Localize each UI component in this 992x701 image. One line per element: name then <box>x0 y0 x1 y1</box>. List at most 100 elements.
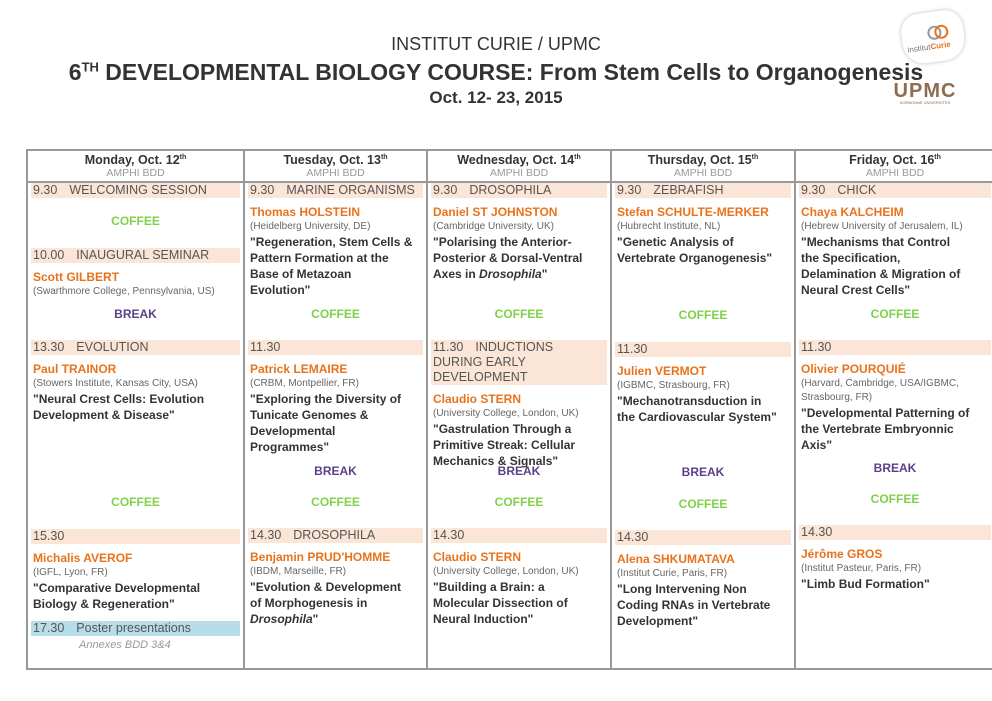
session-block: 10.00 INAUGURAL SEMINAR Scott GILBERT (Swar… <box>31 248 240 299</box>
room-label: AMPHI BDD <box>306 167 365 179</box>
session-time: 11.30 <box>433 340 464 354</box>
talk-title: "Regeneration, Stem Cells & Pattern Forma… <box>248 234 423 298</box>
coffee-block: COFFEE <box>615 497 791 511</box>
session-time-band: 9.30 WELCOMING SESSION <box>31 183 240 198</box>
session-block: 11.30 INDUCTIONS DURING EARLY DEVELOPMENT… <box>431 340 607 469</box>
room-label: AMPHI BDD <box>106 167 165 179</box>
talk-title-line: "Neural Crest Cells: Evolution <box>33 391 240 407</box>
session-time-band: 9.30 ZEBRAFISH <box>615 183 791 198</box>
talk-title-segment: Evolution" <box>250 283 311 297</box>
talk-title-segment: Tunicate Genomes & <box>250 408 369 422</box>
session-time-band: 11.30 <box>615 342 791 357</box>
talk-title-segment: Pattern Formation at the <box>250 251 389 265</box>
talk-title-line: "Long Intervening Non <box>617 581 791 597</box>
speaker-affiliation: (CRBM, Montpellier, FR) <box>250 378 359 389</box>
session-time-band: 9.30 CHICK <box>799 183 991 198</box>
talk-title-line: "Evolution & Development <box>250 579 423 595</box>
talk-title-line: "Comparative Developmental <box>33 580 240 596</box>
day-name: Friday, Oct. 16th <box>796 153 992 167</box>
talk-title-line: Coding RNAs in Vertebrate <box>617 597 791 613</box>
talk-title: "Gastrulation Through a Primitive Streak:… <box>431 421 607 469</box>
session-time: 11.30 <box>617 342 648 356</box>
coffee-break-label: COFFEE <box>678 497 728 511</box>
talk-title: "Evolution & Development of Morphogenesis… <box>248 579 423 627</box>
coffee-block: COFFEE <box>615 308 791 322</box>
session-time: 14.30 <box>617 530 649 544</box>
session-time-band: 10.00 INAUGURAL SEMINAR <box>31 248 240 263</box>
session-topic: MARINE ORGANISMS <box>286 183 415 197</box>
session-time-band: 11.30 <box>799 340 991 355</box>
talk-title-line: Mechanics & Signals" <box>433 453 607 469</box>
session-topic: Poster presentations <box>76 621 191 635</box>
coffee-block: COFFEE <box>31 214 240 228</box>
talk-title: "Limb Bud Formation" <box>799 576 991 592</box>
session-time-band: 17.30 Poster presentations <box>31 621 240 636</box>
session-topic: DROSOPHILA <box>293 528 376 542</box>
talk-title: "Developmental Patterning of the Vertebra… <box>799 405 991 453</box>
talk-title-line: "Exploring the Diversity of <box>250 391 423 407</box>
talk-title-line: Molecular Dissection of <box>433 595 607 611</box>
talk-title-segment: Biology & Regeneration" <box>33 597 175 611</box>
session-time-band: 9.30 MARINE ORGANISMS <box>248 183 423 198</box>
session-time: 15.30 <box>33 529 65 543</box>
day-label: Wednesday, Oct. 14 <box>457 153 575 167</box>
talk-title-segment: Development" <box>617 614 699 628</box>
session-time: 9.30 <box>250 183 275 197</box>
upmc-logo-text: UPMC <box>893 80 957 102</box>
speaker-affiliation: (Stowers Institute, Kansas City, USA) <box>33 378 198 389</box>
session-time-band: 14.30 <box>615 530 791 545</box>
talk-title-segment: "Evolution & Development <box>250 580 402 594</box>
talk-title-line: the Vertebrate Embryonnic <box>801 421 991 437</box>
talk-title: "Mechanotransduction in the Cardiovascula… <box>615 393 791 425</box>
talk-title-segment: Programmes" <box>250 440 330 454</box>
coffee-block: COFFEE <box>248 307 423 321</box>
coffee-break-label: COFFEE <box>111 214 160 228</box>
talk-title: "Building a Brain: a Molecular Dissection… <box>431 579 607 627</box>
talk-title-segment: "Polarising the Anterior- <box>433 235 572 249</box>
speaker-affiliation: (Hubrecht Institute, NL) <box>617 221 721 232</box>
speaker-affiliation: (Cambridge University, UK) <box>433 221 554 232</box>
talk-title-segment: "Gastrulation Through a <box>433 422 572 436</box>
session-block: 11.30 Julien VERMOT (IGBMC, Strasbourg, FR… <box>615 342 791 425</box>
session-time: 9.30 <box>33 183 58 197</box>
day-header: Tuesday, Oct. 13th AMPHI BDD <box>245 151 426 183</box>
speaker-affiliation: (Institut Pasteur, Paris, FR) <box>801 563 922 574</box>
talk-title-segment: Developmental <box>250 424 336 438</box>
talk-title-segment: the Specification, <box>801 251 901 265</box>
talk-title-segment: Drosophila <box>250 612 313 626</box>
talk-title: "Long Intervening Non Coding RNAs in Vert… <box>615 581 791 629</box>
session-time-band: 11.30 INDUCTIONS DURING EARLY DEVELOPMENT <box>431 340 607 385</box>
coffee-break-label: COFFEE <box>311 495 360 509</box>
session-topic: ZEBRAFISH <box>653 183 724 197</box>
session-time-band: 11.30 <box>248 340 423 355</box>
course-dates: Oct. 12- 23, 2015 <box>429 88 563 107</box>
session-block: 9.30 CHICK Chaya KALCHEIM (Hebrew Universit… <box>799 183 991 298</box>
session-time-band: 14.30 DROSOPHILA <box>248 528 423 543</box>
institution-heading: INSTITUT CURIE / UPMC <box>391 34 601 54</box>
curie-rings-icon <box>926 23 950 41</box>
talk-title: "Mechanisms that Control the Specificatio… <box>799 234 991 298</box>
speaker-name: Olivier POURQUIÉ <box>801 362 906 376</box>
speaker-affiliation: (University College, London, UK) <box>433 566 579 577</box>
speaker-affiliation: (IBDM, Marseille, FR) <box>250 566 347 577</box>
talk-title-segment: "Long Intervening Non <box>617 582 747 596</box>
talk-title: "Polarising the Anterior- Posterior & Dor… <box>431 234 607 282</box>
session-topic: EVOLUTION <box>76 340 149 354</box>
lunch-break-label: BREAK <box>497 464 541 478</box>
coffee-block: COFFEE <box>431 495 607 509</box>
coffee-block: COFFEE <box>248 495 423 509</box>
talk-title-segment: " <box>541 267 548 281</box>
day-label: Thursday, Oct. 15 <box>647 153 752 167</box>
upmc-logo: UPMC SORBONNE UNIVERSITÉS <box>892 80 958 105</box>
session-block: 9.30 ZEBRAFISH Stefan SCHULTE-MERKER (Hubre… <box>615 183 791 266</box>
day-header: Wednesday, Oct. 14th AMPHI BDD <box>428 151 610 183</box>
coffee-break-label: COFFEE <box>494 307 544 321</box>
session-topic: WELCOMING SESSION <box>69 183 207 197</box>
day-label: Friday, Oct. 16 <box>849 153 935 167</box>
day-suffix: th <box>179 153 187 161</box>
speaker-name: Scott GILBERT <box>33 270 119 284</box>
talk-title-line: the Specification, <box>801 250 991 266</box>
talk-title-segment: Mechanics & Signals" <box>433 454 559 468</box>
talk-title-line: "Gastrulation Through a <box>433 421 607 437</box>
room-label: AMPHI BDD <box>865 167 925 179</box>
